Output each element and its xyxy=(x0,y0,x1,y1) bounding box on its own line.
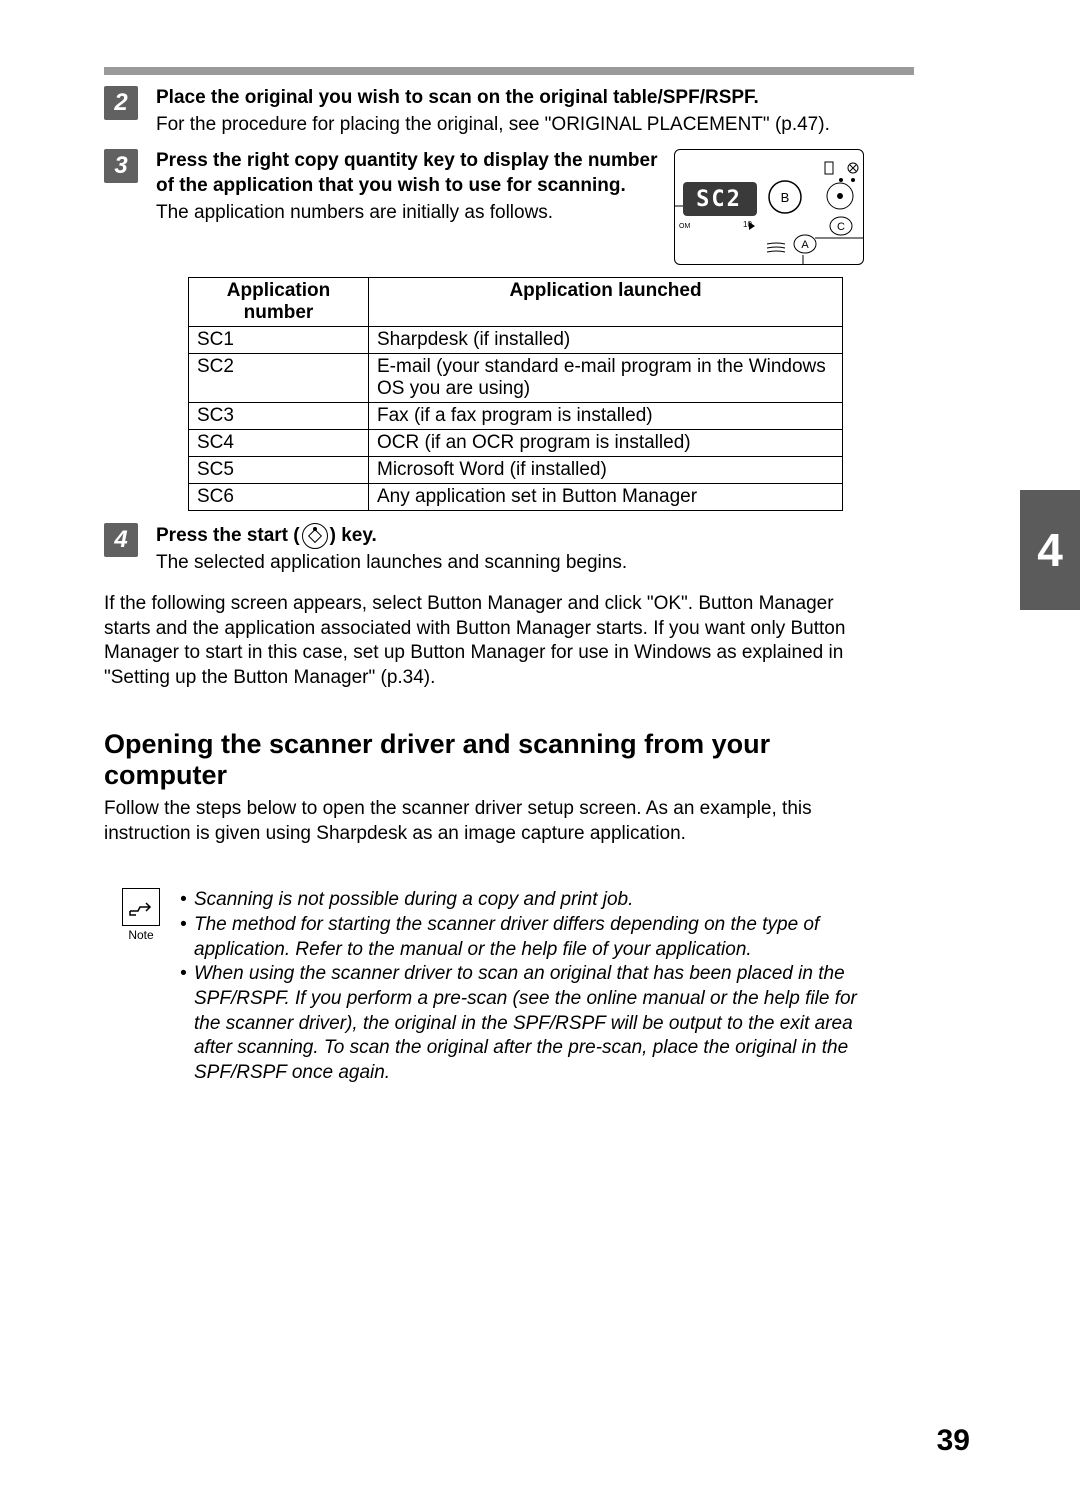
note-item: Scanning is not possible during a copy a… xyxy=(194,888,864,913)
step-3-title: Press the right copy quantity key to dis… xyxy=(156,149,660,198)
table-header-row: Application number Application launched xyxy=(189,278,843,327)
control-panel-illustration: SC2 10 B A C xyxy=(674,149,864,265)
note-box: Note Scanning is not possible during a c… xyxy=(122,888,864,1086)
step-4-number: 4 xyxy=(104,523,138,557)
svg-text:A: A xyxy=(801,239,809,251)
svg-text:B: B xyxy=(781,190,790,205)
step-2: 2 Place the original you wish to scan on… xyxy=(104,86,864,137)
cell: SC6 xyxy=(189,484,369,511)
cell: E-mail (your standard e-mail program in … xyxy=(369,354,843,403)
svg-text:OM: OM xyxy=(679,223,690,230)
col-app-number: Application number xyxy=(189,278,369,327)
step-2-number: 2 xyxy=(104,86,138,120)
step-3-text: The application numbers are initially as… xyxy=(156,201,660,226)
cell: SC2 xyxy=(189,354,369,403)
cell: Microsoft Word (if installed) xyxy=(369,457,843,484)
table-row: SC5Microsoft Word (if installed) xyxy=(189,457,843,484)
table-row: SC1Sharpdesk (if installed) xyxy=(189,327,843,354)
table-row: SC6Any application set in Button Manager xyxy=(189,484,843,511)
step-4-title-post: ) key. xyxy=(330,525,377,546)
step-3: 3 Press the right copy quantity key to d… xyxy=(104,149,864,265)
page-number: 39 xyxy=(937,1424,970,1458)
note-item: When using the scanner driver to scan an… xyxy=(194,962,864,1085)
cell: SC3 xyxy=(189,403,369,430)
display-text: SC2 xyxy=(696,187,742,212)
cell: SC1 xyxy=(189,327,369,354)
section-heading: Opening the scanner driver and scanning … xyxy=(104,729,864,791)
table-row: SC4OCR (if an OCR program is installed) xyxy=(189,430,843,457)
cell: Sharpdesk (if installed) xyxy=(369,327,843,354)
note-list: Scanning is not possible during a copy a… xyxy=(176,888,864,1086)
step-3-number: 3 xyxy=(104,149,138,183)
step-4-title-pre: Press the start ( xyxy=(156,525,300,546)
step-4-text: The selected application launches and sc… xyxy=(156,551,864,576)
cell: Fax (if a fax program is installed) xyxy=(369,403,843,430)
step-2-title: Place the original you wish to scan on t… xyxy=(156,86,864,111)
application-table: Application number Application launched … xyxy=(188,277,843,511)
button-manager-paragraph: If the following screen appears, select … xyxy=(104,592,864,691)
table-row: SC2E-mail (your standard e-mail program … xyxy=(189,354,843,403)
col-app-launched: Application launched xyxy=(369,278,843,327)
cell: Any application set in Button Manager xyxy=(369,484,843,511)
step-2-text: For the procedure for placing the origin… xyxy=(156,113,864,138)
note-label: Note xyxy=(128,928,153,942)
start-key-icon xyxy=(302,523,328,549)
step-4: 4 Press the start ( ) key. The selected a… xyxy=(104,523,864,576)
note-item: The method for starting the scanner driv… xyxy=(194,913,864,962)
cell: SC4 xyxy=(189,430,369,457)
table-row: SC3Fax (if a fax program is installed) xyxy=(189,403,843,430)
cell: OCR (if an OCR program is installed) xyxy=(369,430,843,457)
section-intro: Follow the steps below to open the scann… xyxy=(104,797,864,846)
cell: SC5 xyxy=(189,457,369,484)
svg-text:C: C xyxy=(837,221,845,233)
note-icon xyxy=(122,888,160,926)
chapter-tab: 4 xyxy=(1020,490,1080,610)
page-content: 2 Place the original you wish to scan on… xyxy=(104,86,864,1086)
header-rule xyxy=(104,67,914,75)
step-4-title: Press the start ( ) key. xyxy=(156,523,864,549)
